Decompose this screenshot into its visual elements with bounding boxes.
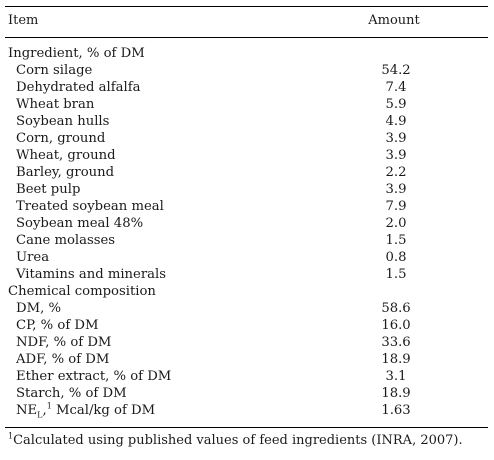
table-row: Wheat, ground 3.9 bbox=[0, 147, 494, 164]
row-amount: 0.8 bbox=[385, 250, 407, 265]
row-label: Soybean meal 48% bbox=[16, 216, 144, 231]
row-label: Ether extract, % of DM bbox=[16, 369, 172, 384]
table-row: Soybean hulls 4.9 bbox=[0, 113, 494, 130]
row-label: Cane molasses bbox=[16, 233, 116, 248]
table-header-rule bbox=[5, 37, 488, 38]
row-amount: 1.63 bbox=[381, 403, 411, 418]
table-row: Cane molasses 1.5 bbox=[0, 232, 494, 249]
row-amount: 18.9 bbox=[381, 386, 411, 401]
table-section-row: Ingredient, % of DM bbox=[0, 45, 494, 62]
table-top-rule bbox=[5, 6, 488, 7]
row-amount: 2.2 bbox=[385, 165, 407, 180]
table-row: CP, % of DM 16.0 bbox=[0, 317, 494, 334]
row-amount: 3.9 bbox=[385, 148, 407, 163]
row-amount: 3.1 bbox=[385, 369, 407, 384]
table-header: Item Amount bbox=[0, 13, 494, 33]
table-bottom-rule bbox=[5, 427, 488, 428]
row-label: Dehydrated alfalfa bbox=[16, 80, 141, 95]
row-label-rest: Mcal/kg of DM bbox=[51, 403, 156, 418]
row-amount: 58.6 bbox=[381, 301, 411, 316]
row-amount: 7.9 bbox=[385, 199, 407, 214]
row-amount: 1.5 bbox=[385, 267, 407, 282]
table-row: Starch, % of DM 18.9 bbox=[0, 385, 494, 402]
row-amount: 3.9 bbox=[385, 182, 407, 197]
table-row: NDF, % of DM 33.6 bbox=[0, 334, 494, 351]
row-label: Corn silage bbox=[16, 63, 93, 78]
row-label: Barley, ground bbox=[16, 165, 115, 180]
section-label: Ingredient, % of DM bbox=[8, 46, 145, 61]
row-label: Vitamins and minerals bbox=[16, 267, 167, 282]
table-section-row: Chemical composition bbox=[0, 283, 494, 300]
row-label: DM, % bbox=[16, 301, 61, 316]
row-amount: 5.9 bbox=[385, 97, 407, 112]
row-amount: 18.9 bbox=[381, 352, 411, 367]
row-label: NDF, % of DM bbox=[16, 335, 112, 350]
row-amount: 1.5 bbox=[385, 233, 407, 248]
row-label-footnote-mark: 1 bbox=[46, 401, 52, 411]
row-label: Urea bbox=[16, 250, 50, 265]
footnote-text: Calculated using published values of fee… bbox=[13, 433, 463, 448]
row-amount: 54.2 bbox=[381, 63, 411, 78]
table-row: NEL,1 Mcal/kg of DM 1.63 bbox=[0, 402, 494, 419]
row-label-base: NE bbox=[16, 403, 38, 418]
table-row: Vitamins and minerals 1.5 bbox=[0, 266, 494, 283]
table-row: Beet pulp 3.9 bbox=[0, 181, 494, 198]
row-label-subscript: L bbox=[37, 410, 43, 420]
table-row: Dehydrated alfalfa 7.4 bbox=[0, 79, 494, 96]
table-row: Corn silage 54.2 bbox=[0, 62, 494, 79]
row-label: Corn, ground bbox=[16, 131, 106, 146]
row-label: CP, % of DM bbox=[16, 318, 99, 333]
row-label: Wheat bran bbox=[16, 97, 95, 112]
row-label: Starch, % of DM bbox=[16, 386, 127, 401]
row-amount: 33.6 bbox=[381, 335, 411, 350]
column-header-item: Item bbox=[8, 13, 39, 28]
column-header-amount: Amount bbox=[368, 13, 420, 28]
row-amount: 16.0 bbox=[381, 318, 411, 333]
table-footnote: 1Calculated using published values of fe… bbox=[8, 431, 463, 448]
row-label: Soybean hulls bbox=[16, 114, 110, 129]
row-label: NEL,1 Mcal/kg of DM bbox=[16, 401, 156, 420]
table-row: Urea 0.8 bbox=[0, 249, 494, 266]
table-row: Treated soybean meal 7.9 bbox=[0, 198, 494, 215]
table-row: ADF, % of DM 18.9 bbox=[0, 351, 494, 368]
table-row: Ether extract, % of DM 3.1 bbox=[0, 368, 494, 385]
row-amount: 4.9 bbox=[385, 114, 407, 129]
row-label: Treated soybean meal bbox=[16, 199, 164, 214]
row-amount: 3.9 bbox=[385, 131, 407, 146]
table-row: Barley, ground 2.2 bbox=[0, 164, 494, 181]
row-label: Beet pulp bbox=[16, 182, 81, 197]
footnote-mark: 1 bbox=[8, 431, 14, 441]
row-label: Wheat, ground bbox=[16, 148, 116, 163]
table-body: Ingredient, % of DM Corn silage 54.2 Dehydr… bbox=[0, 45, 494, 419]
table-row: DM, % 58.6 bbox=[0, 300, 494, 317]
row-amount: 7.4 bbox=[385, 80, 407, 95]
section-label: Chemical composition bbox=[8, 284, 156, 299]
table-row: Wheat bran 5.9 bbox=[0, 96, 494, 113]
table-row: Soybean meal 48% 2.0 bbox=[0, 215, 494, 232]
row-amount: 2.0 bbox=[385, 216, 407, 231]
row-label: ADF, % of DM bbox=[16, 352, 110, 367]
table-row: Corn, ground 3.9 bbox=[0, 130, 494, 147]
